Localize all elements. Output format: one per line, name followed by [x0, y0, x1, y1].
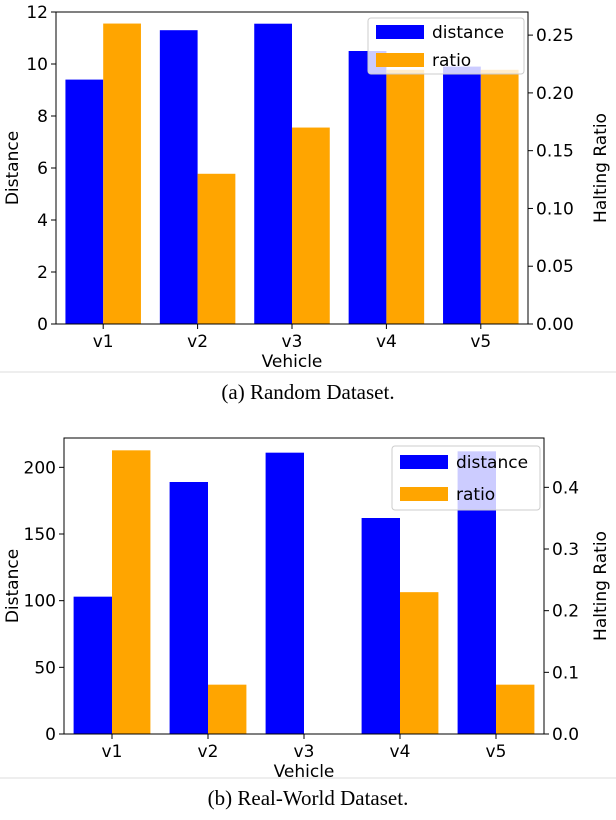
legend-label-distance: distance	[432, 23, 504, 43]
bar-ratio-v5	[480, 69, 519, 325]
y-tick-label: 0	[45, 725, 56, 745]
bar-distance-v1	[65, 79, 104, 324]
bar-distance-v3	[254, 23, 292, 324]
y-tick-label: 10	[26, 55, 48, 75]
legend-swatch-ratio	[400, 487, 448, 501]
caption-random-dataset: (a) Random Dataset.	[221, 380, 395, 404]
bar-distance-v5	[443, 66, 481, 324]
y-tick-label: 12	[26, 3, 48, 23]
y-tick-label: 8	[37, 107, 48, 127]
y2-tick-label: 0.20	[536, 84, 574, 104]
y2-tick-label: 0.25	[536, 26, 574, 46]
caption-real-world-dataset: (b) Real-World Dataset.	[207, 786, 409, 810]
legend-swatch-distance	[400, 455, 448, 469]
y-tick-label: 100	[24, 592, 56, 612]
legend-label-ratio: ratio	[456, 485, 495, 505]
y2-tick-label: 0.1	[552, 663, 579, 683]
x-tick-label: v1	[93, 332, 114, 352]
y2-tick-label: 0.15	[536, 142, 574, 162]
y-tick-label: 50	[34, 658, 56, 678]
bar-ratio-v1	[112, 450, 151, 734]
bar-distance-v4	[348, 51, 387, 324]
x-tick-label: v4	[376, 332, 397, 352]
bar-ratio-v1	[103, 23, 141, 325]
bar-distance-v1	[73, 596, 112, 734]
bar-ratio-v4	[400, 592, 439, 734]
x-tick-label: v2	[187, 332, 208, 352]
y2-axis-label: Halting Ratio	[591, 113, 611, 223]
y-tick-label: 6	[37, 159, 48, 179]
bar-distance-v2	[159, 30, 198, 324]
y2-axis-label: Halting Ratio	[591, 531, 611, 641]
bar-distance-v2	[169, 482, 208, 734]
y2-tick-label: 0.3	[552, 540, 579, 560]
bar-ratio-v4	[386, 69, 425, 325]
y2-tick-label: 0.10	[536, 199, 574, 219]
y-tick-label: 200	[24, 458, 56, 478]
y-tick-label: 4	[37, 211, 48, 231]
y-axis-label: Distance	[3, 549, 23, 623]
bar-distance-v3	[265, 452, 304, 734]
legend-swatch-ratio	[376, 53, 424, 67]
x-axis-label: Vehicle	[262, 352, 323, 372]
legend-swatch-distance	[376, 25, 424, 39]
y-tick-label: 0	[37, 315, 48, 335]
y-tick-label: 150	[24, 525, 56, 545]
y2-tick-label: 0.05	[536, 257, 574, 277]
y2-tick-label: 0.4	[552, 478, 579, 498]
x-tick-label: v4	[390, 742, 411, 762]
y-tick-label: 2	[37, 263, 48, 283]
x-tick-label: v3	[294, 742, 315, 762]
legend-label-ratio: ratio	[432, 51, 471, 71]
x-tick-label: v5	[486, 742, 507, 762]
chart-real-world-dataset: 0 50 100 150 200 0.0 0.1 0.2 0.3 0.4 v1 v2 v3 v4 v5 Veh…	[3, 437, 611, 782]
y2-tick-label: 0.00	[536, 315, 574, 335]
y2-tick-label: 0.2	[552, 602, 579, 622]
bar-ratio-v3	[292, 127, 330, 324]
y-axis-label: Distance	[3, 131, 23, 205]
chart-random-dataset: 0 2 4 6 8 10 12 0.00 0.05 0.10 0.15 0.20 0.25 v1 v2 v3 v…	[3, 3, 611, 372]
y2-tick-label: 0.0	[552, 725, 579, 745]
bar-ratio-v5	[496, 684, 535, 734]
x-tick-label: v5	[470, 332, 491, 352]
x-axis-label: Vehicle	[274, 762, 335, 782]
legend-label-distance: distance	[456, 453, 528, 473]
x-tick-label: v3	[282, 332, 303, 352]
bar-ratio-v2	[197, 173, 236, 324]
x-tick-label: v1	[102, 742, 123, 762]
bar-distance-v4	[361, 518, 400, 734]
x-tick-label: v2	[198, 742, 219, 762]
bar-ratio-v2	[208, 684, 247, 734]
